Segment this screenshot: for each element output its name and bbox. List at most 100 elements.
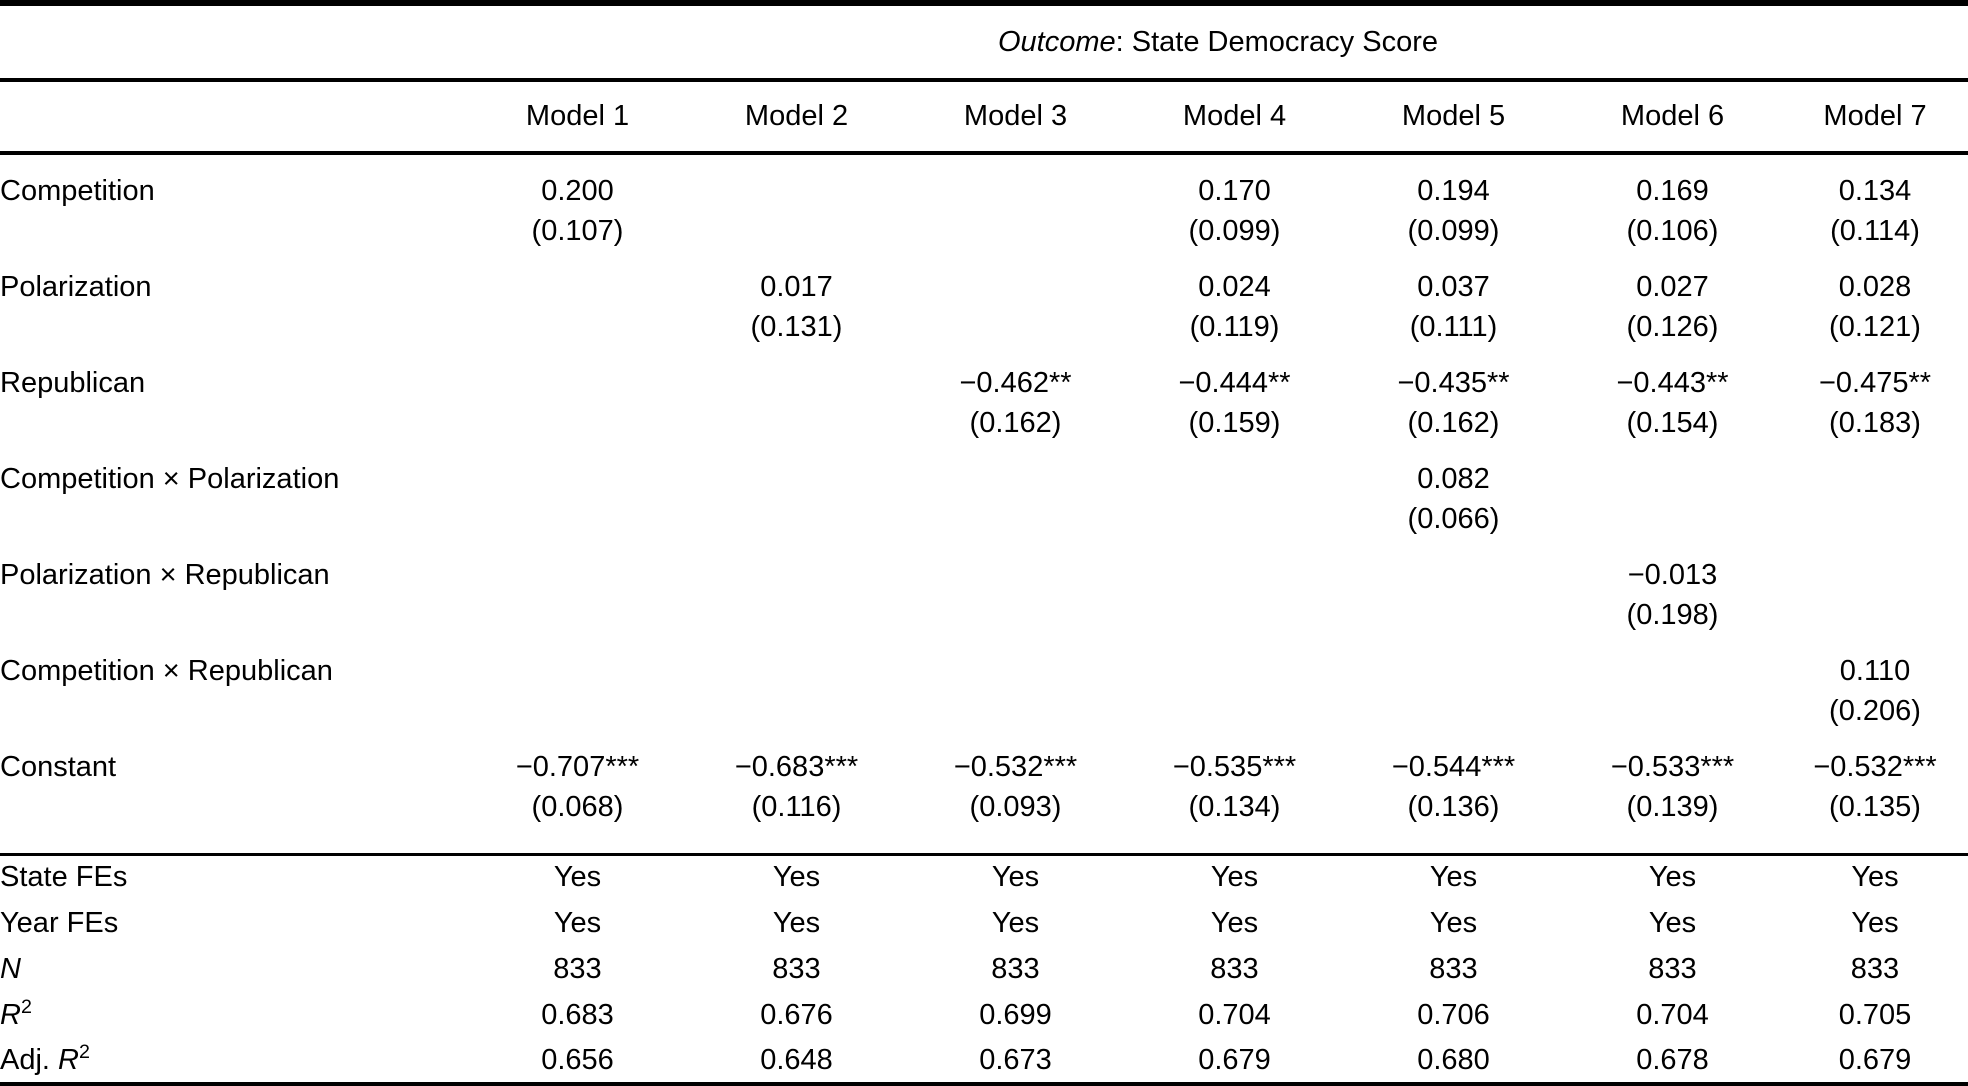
model-column-header: Model 3 (906, 80, 1125, 155)
stat-label-part: 2 (20, 995, 32, 1018)
coefficient-cell: 0.110 (0.206) (1782, 635, 1968, 731)
estimate-value (906, 267, 1125, 307)
coefficient-cell (906, 251, 1125, 347)
coefficient-cell (906, 153, 1125, 251)
stat-value-cell: 833 (553, 952, 602, 985)
coefficients-section: Competition 0.200 (0.107) 0.170 (0.099) 0.194… (0, 153, 1968, 856)
estimate-value (1563, 651, 1782, 691)
coefficient-cell (1782, 539, 1968, 635)
coefficient-cell (906, 539, 1125, 635)
coefficient-cell: 0.200 (0.107) (468, 153, 687, 251)
stat-value-cell: 833 (991, 952, 1040, 985)
coefficient-cell: 0.170 (0.099) (1125, 153, 1344, 251)
stat-value-cell: 833 (1850, 952, 1900, 985)
std-error-value (1344, 595, 1563, 635)
std-error-value (1125, 499, 1344, 539)
estimate-value: −0.532*** (1813, 751, 1937, 783)
coefficient-cell (1125, 443, 1344, 539)
coefficient-cell: −0.443** (0.154) (1563, 347, 1782, 443)
model-statistics-section: State FEs Yes Yes Yes Yes Yes Yes Yes Year FEs Ye… (0, 854, 1968, 1084)
std-error-value: (0.093) (969, 791, 1062, 823)
estimate-value (1125, 459, 1344, 499)
coefficient-row: Polarization × Republican −0.013 (0.198) (0, 539, 1968, 635)
std-error-value (468, 595, 687, 635)
std-error-value: (0.134) (1188, 791, 1281, 823)
estimate-value (906, 171, 1125, 211)
coefficient-row: Republican −0.462** (0.162) −0.444** (0.159)… (0, 347, 1968, 443)
std-error-value: (0.106) (1626, 215, 1719, 247)
std-error-value: (0.139) (1626, 791, 1719, 823)
variable-label: Constant (0, 751, 117, 783)
stat-value-cell: Yes (772, 906, 821, 939)
variable-label: Polarization × Republican (0, 559, 330, 591)
stat-value-cell: 0.704 (1636, 998, 1709, 1031)
coefficient-row: Competition × Polarization 0.082 (0.066) (0, 443, 1968, 539)
std-error-value (468, 499, 687, 539)
estimate-value (1782, 555, 1968, 595)
std-error-value (906, 307, 1125, 347)
estimate-value (1344, 651, 1563, 691)
model-column-header: Model 1 (468, 80, 687, 155)
estimate-value: −0.444** (1178, 367, 1291, 399)
std-error-value (687, 403, 906, 443)
stat-label-part: R (0, 998, 21, 1031)
estimate-value (1125, 555, 1344, 595)
estimate-value (687, 651, 906, 691)
stat-value-cell: 0.656 (541, 1043, 614, 1076)
estimate-value (906, 459, 1125, 499)
stat-label-cell: State FEs (0, 854, 468, 900)
stat-label-cell: Adj. R2 (0, 1038, 468, 1084)
stat-value-cell: 0.704 (1198, 998, 1271, 1031)
stat-value-cell: Yes (991, 906, 1040, 939)
estimate-value: −0.544*** (1391, 751, 1516, 783)
coefficient-cell (468, 539, 687, 635)
stat-value-cell: 0.706 (1417, 998, 1490, 1031)
coefficient-cell: −0.707*** (0.068) (468, 731, 687, 856)
std-error-value (1782, 595, 1968, 635)
estimate-value: −0.462** (959, 367, 1072, 399)
variable-label: Competition × Republican (0, 655, 333, 687)
variable-label-cell: Polarization (0, 251, 468, 347)
stat-value-cell: Yes (1429, 906, 1478, 939)
stat-label-cell: N (0, 946, 468, 992)
coefficient-cell: −0.013 (0.198) (1563, 539, 1782, 635)
std-error-value (468, 307, 687, 347)
estimate-value: 0.170 (1198, 175, 1271, 207)
std-error-value (1125, 691, 1344, 731)
estimate-value (1563, 459, 1782, 499)
estimate-value: 0.134 (1838, 175, 1912, 207)
coefficient-cell: 0.027 (0.126) (1563, 251, 1782, 347)
stat-label-cell: Year FEs (0, 900, 468, 946)
model-column-header: Model 5 (1344, 80, 1563, 155)
coefficient-cell (687, 347, 906, 443)
outcome-word: Outcome (997, 25, 1116, 58)
std-error-value: (0.121) (1829, 311, 1921, 343)
model-column-header: Model 2 (687, 80, 906, 155)
std-error-value: (0.099) (1407, 215, 1500, 247)
estimate-value: 0.037 (1417, 271, 1490, 303)
estimate-value: −0.435** (1397, 367, 1510, 399)
stat-value-cell: 833 (1210, 952, 1259, 985)
std-error-value (687, 691, 906, 731)
stats-row: State FEs Yes Yes Yes Yes Yes Yes Yes (0, 854, 1968, 900)
std-error-value: (0.066) (1407, 503, 1500, 535)
std-error-value: (0.107) (531, 215, 624, 247)
coefficient-cell (687, 539, 906, 635)
stat-value-cell: Yes (553, 861, 602, 894)
stat-value-cell: 0.680 (1417, 1043, 1490, 1076)
stat-value-cell: 0.679 (1198, 1043, 1271, 1076)
stat-value-cell: Yes (1851, 906, 1899, 939)
coefficient-cell: 0.169 (0.106) (1563, 153, 1782, 251)
std-error-value: (0.198) (1626, 599, 1719, 631)
variable-label-cell: Competition (0, 153, 468, 251)
coefficient-row: Competition × Republican 0.110 (0.206) (0, 635, 1968, 731)
estimate-value: 0.082 (1417, 463, 1490, 495)
estimate-value (468, 459, 687, 499)
stat-label-part: N (0, 952, 21, 985)
estimate-value (687, 171, 906, 211)
std-error-value (906, 691, 1125, 731)
stat-value-cell: 0.699 (979, 998, 1052, 1031)
std-error-value (906, 499, 1125, 539)
stat-value-cell: Yes (1851, 861, 1899, 894)
coefficient-cell (1782, 443, 1968, 539)
